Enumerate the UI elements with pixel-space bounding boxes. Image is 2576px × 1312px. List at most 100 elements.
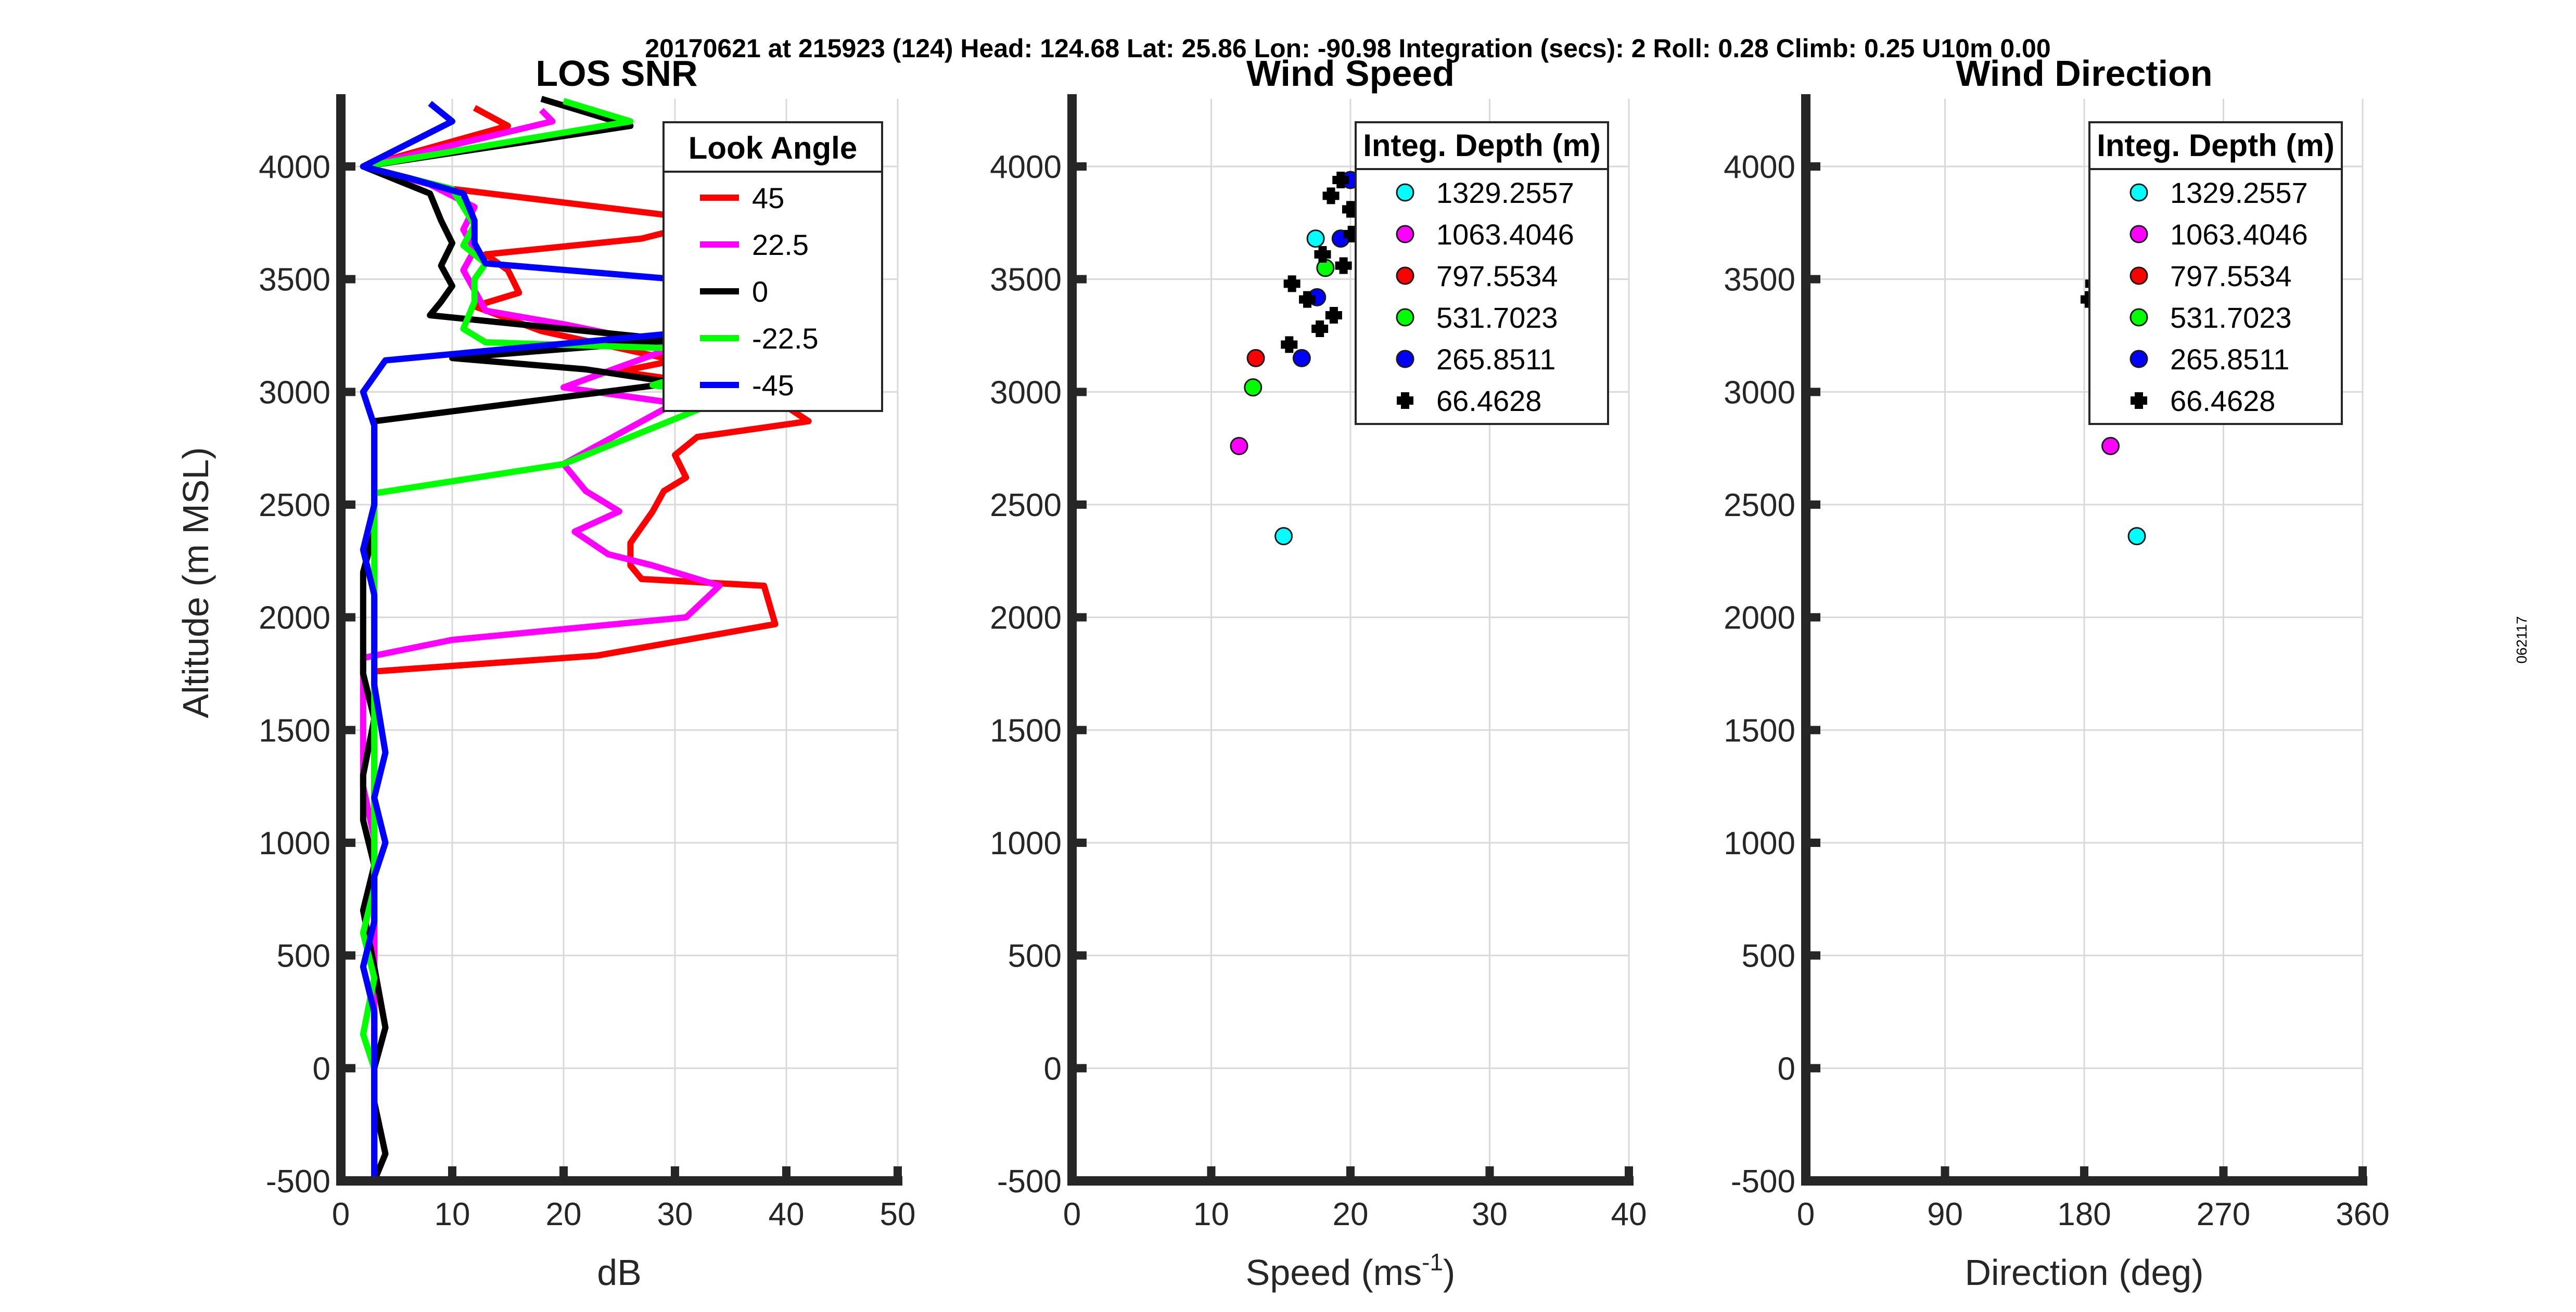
plot-area: [1230, 171, 1360, 546]
data-point: [2101, 436, 2120, 455]
legend-label: 1329.2557: [1436, 176, 1574, 209]
y-tick-label: 0: [1778, 1051, 1795, 1087]
data-point-plus: [1311, 320, 1329, 337]
data-point-plus: [1299, 291, 1316, 308]
y-tick-label: 0: [313, 1051, 330, 1087]
y-tick-label: 2000: [259, 600, 330, 636]
x-tick-label: 0: [1797, 1197, 1815, 1232]
y-tick-label: 1000: [259, 826, 330, 861]
y-tick-label: 4000: [990, 149, 1062, 185]
y-tick-label: 3500: [259, 262, 330, 298]
legend-label: 531.7023: [1436, 301, 1558, 334]
legend-swatch: [2131, 392, 2147, 409]
legend-swatch: [2129, 308, 2148, 327]
data-point: [1244, 378, 1263, 397]
series-line--45: [360, 101, 678, 1181]
side-label: 062117: [2514, 616, 2530, 663]
x-tick-label: 20: [546, 1197, 582, 1232]
data-point: [2127, 527, 2146, 546]
x-tick-label: 30: [657, 1197, 693, 1232]
legend-swatch: [1396, 183, 1414, 202]
legend-swatch: [1396, 225, 1414, 243]
data-point-plus: [1332, 172, 1349, 188]
legend-box: [662, 121, 883, 412]
legend-label: 1063.4046: [2170, 218, 2308, 251]
x-tick-label: 40: [1611, 1197, 1647, 1232]
y-tick-label: 3000: [259, 375, 330, 410]
legend: Integ. Depth (m) 1329.2557 1063.4046 797.55…: [1355, 121, 1609, 425]
y-tick-label: 500: [277, 938, 330, 974]
y-tick-label: 3500: [990, 262, 1062, 298]
y-tick-label: 2500: [1724, 487, 1795, 523]
wind-speed-panel: 0 10 20 30 40-500050010001500200025003000350…: [990, 53, 1647, 1293]
legend-label: 797.5534: [1436, 260, 1558, 292]
y-tick-label: 4000: [1724, 149, 1795, 185]
plot-area: [360, 96, 812, 1182]
data-point: [1306, 229, 1325, 248]
data-point-plus: [1281, 336, 1298, 353]
data-point-plus: [1335, 257, 1352, 274]
chart-title: Wind Direction: [1956, 53, 2212, 94]
y-tick-label: 1500: [259, 713, 330, 749]
legend-label: 45: [752, 182, 784, 214]
x-tick-label: 0: [1063, 1197, 1081, 1232]
legend-label: 1063.4046: [1436, 218, 1574, 251]
legend-label: 797.5534: [2170, 260, 2292, 292]
legend-label: 66.4628: [1436, 384, 1541, 417]
data-point: [1246, 349, 1265, 367]
wind-direction-panel: 0 90 180 270 360-500050010001500200025003000…: [1724, 53, 2390, 1293]
y-axis-label: Altitude (m MSL): [175, 447, 216, 718]
legend-label: 265.8511: [1436, 343, 1555, 376]
legend-swatch: [2129, 183, 2148, 202]
y-tick-label: 2000: [990, 600, 1062, 636]
y-tick-label: 4000: [259, 149, 330, 185]
data-point: [1292, 349, 1311, 367]
legend-label: 66.4628: [2170, 384, 2275, 417]
data-point-plus: [1283, 275, 1300, 292]
x-tick-label: 180: [2057, 1197, 2111, 1232]
y-tick-label: 500: [1008, 938, 1062, 974]
y-tick-label: 500: [1742, 938, 1795, 974]
y-tick-label: 1000: [1724, 826, 1795, 861]
legend-swatch: [1397, 392, 1413, 409]
y-tick-label: -500: [266, 1164, 330, 1200]
y-tick-label: 1500: [990, 713, 1062, 749]
y-tick-label: 3500: [1724, 262, 1795, 298]
los-snr-panel: 0 10 20 30 40 50-5000500100015002000250030003…: [175, 53, 915, 1293]
data-point: [1274, 527, 1293, 546]
series-line-0: [360, 96, 678, 1182]
x-tick-label: 50: [880, 1197, 916, 1232]
legend-swatch: [2129, 225, 2148, 243]
x-tick-label: 10: [1193, 1197, 1229, 1232]
x-axis-label: Direction (deg): [1965, 1252, 2203, 1293]
legend-swatch: [2129, 350, 2148, 368]
x-tick-label: 360: [2336, 1197, 2389, 1232]
legend: Integ. Depth (m) 1329.2557 1063.4046 797.55…: [2088, 121, 2343, 425]
figure-suptitle: 20170621 at 215923 (124) Head: 124.68 La…: [645, 34, 2050, 63]
y-tick-label: 2500: [259, 487, 330, 523]
data-point: [1230, 436, 1248, 455]
data-point-plus: [1322, 187, 1340, 204]
legend-label: -22.5: [752, 322, 819, 355]
series-line--22.5: [360, 98, 768, 1181]
y-tick-label: -500: [997, 1164, 1062, 1200]
legend-label: 1329.2557: [2170, 176, 2308, 209]
y-tick-label: 3000: [990, 375, 1062, 410]
y-tick-label: 3000: [1724, 375, 1795, 410]
x-axis-label: dB: [597, 1252, 642, 1293]
legend-label: 531.7023: [2170, 301, 2292, 334]
x-tick-label: 10: [435, 1197, 470, 1232]
legend-title: Integ. Depth (m): [1363, 128, 1601, 163]
chart-title: Wind Speed: [1246, 53, 1455, 94]
y-tick-label: 0: [1044, 1051, 1062, 1087]
legend-swatch: [1396, 266, 1414, 285]
legend-swatch: [1396, 308, 1414, 327]
data-point-plus: [1314, 246, 1331, 263]
y-tick-label: 1500: [1724, 713, 1795, 749]
x-axis-label: Speed (ms-1): [1246, 1249, 1456, 1293]
legend-title: Integ. Depth (m): [2097, 128, 2335, 163]
legend-swatch: [1396, 350, 1414, 368]
x-tick-label: 30: [1472, 1197, 1508, 1232]
x-tick-label: 40: [769, 1197, 805, 1232]
